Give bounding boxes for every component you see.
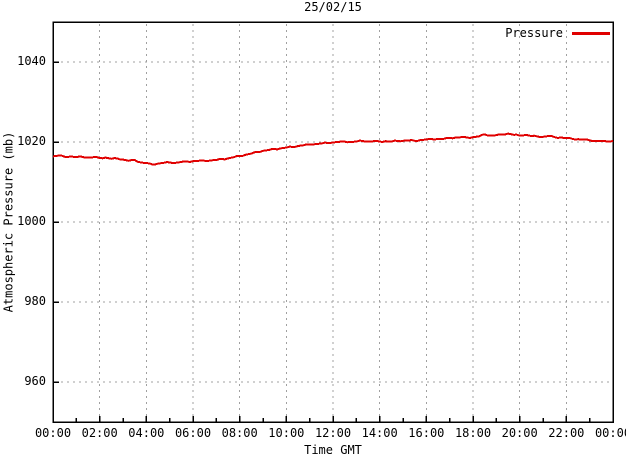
y-tick-label: 980 (24, 294, 46, 308)
x-tick-label: 12:00 (314, 426, 352, 440)
x-tick-label: 00:00 (34, 426, 72, 440)
legend-line-sample (572, 32, 610, 35)
x-tick-label: 16:00 (408, 426, 445, 440)
x-tick-label: 00:00 (594, 426, 626, 440)
legend: Pressure (0, 27, 610, 40)
x-tick-label: 22:00 (548, 426, 585, 440)
pressure-line (52, 132, 614, 166)
x-tick-label: 02:00 (81, 426, 118, 440)
y-tick-label: 1000 (17, 214, 46, 228)
x-tick-label: 06:00 (174, 426, 212, 440)
y-tick-label: 1040 (17, 54, 46, 68)
y-tick-label: 1020 (17, 134, 46, 148)
chart-title: 25/02/15 (304, 0, 362, 14)
x-tick-label: 18:00 (454, 426, 492, 440)
legend-label: Pressure (505, 26, 563, 40)
x-axis-label: Time GMT (304, 443, 362, 457)
x-tick-label: 04:00 (128, 426, 165, 440)
x-tick-label: 08:00 (221, 426, 258, 440)
x-tick-label: 20:00 (501, 426, 538, 440)
plot-border (52, 21, 614, 423)
x-tick-label: 14:00 (361, 426, 398, 440)
x-tick-label: 10:00 (268, 426, 305, 440)
y-tick-label: 960 (24, 374, 46, 388)
